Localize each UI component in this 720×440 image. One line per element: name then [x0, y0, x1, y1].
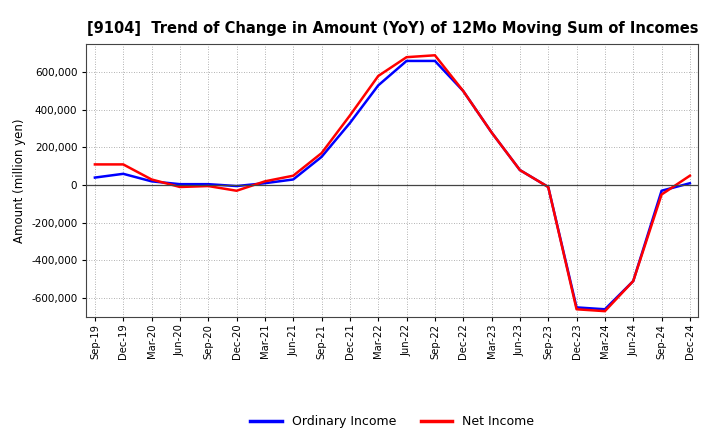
- Ordinary Income: [204, 182, 212, 187]
- Title: [9104]  Trend of Change in Amount (YoY) of 12Mo Moving Sum of Incomes: [9104] Trend of Change in Amount (YoY) o…: [86, 21, 698, 36]
- Ordinary Income: [233, 183, 241, 189]
- Ordinary Income: [261, 180, 269, 186]
- Line: Net Income: Net Income: [95, 55, 690, 311]
- Net Income: [346, 113, 354, 118]
- Net Income: [374, 73, 382, 79]
- Ordinary Income: [459, 88, 467, 94]
- Net Income: [91, 162, 99, 167]
- Net Income: [233, 188, 241, 194]
- Ordinary Income: [318, 154, 326, 160]
- Line: Ordinary Income: Ordinary Income: [95, 61, 690, 309]
- Net Income: [657, 192, 666, 197]
- Ordinary Income: [629, 279, 637, 284]
- Ordinary Income: [685, 180, 694, 186]
- Net Income: [459, 88, 467, 94]
- Ordinary Income: [600, 307, 609, 312]
- Net Income: [544, 184, 552, 190]
- Ordinary Income: [374, 83, 382, 88]
- Ordinary Income: [516, 167, 524, 172]
- Ordinary Income: [544, 184, 552, 190]
- Net Income: [204, 183, 212, 189]
- Ordinary Income: [176, 182, 184, 187]
- Net Income: [261, 179, 269, 184]
- Ordinary Income: [91, 175, 99, 180]
- Ordinary Income: [148, 179, 156, 184]
- Ordinary Income: [289, 177, 297, 182]
- Ordinary Income: [346, 121, 354, 126]
- Net Income: [289, 173, 297, 178]
- Net Income: [685, 173, 694, 178]
- Net Income: [176, 184, 184, 190]
- Legend: Ordinary Income, Net Income: Ordinary Income, Net Income: [246, 411, 539, 433]
- Net Income: [572, 307, 581, 312]
- Net Income: [600, 308, 609, 314]
- Ordinary Income: [431, 58, 439, 63]
- Ordinary Income: [657, 188, 666, 194]
- Ordinary Income: [487, 130, 496, 135]
- Net Income: [318, 150, 326, 156]
- Net Income: [487, 130, 496, 135]
- Ordinary Income: [402, 58, 411, 63]
- Ordinary Income: [119, 171, 127, 176]
- Net Income: [402, 55, 411, 60]
- Net Income: [119, 162, 127, 167]
- Net Income: [516, 167, 524, 172]
- Net Income: [148, 177, 156, 182]
- Net Income: [431, 53, 439, 58]
- Y-axis label: Amount (million yen): Amount (million yen): [12, 118, 26, 242]
- Net Income: [629, 279, 637, 284]
- Ordinary Income: [572, 305, 581, 310]
